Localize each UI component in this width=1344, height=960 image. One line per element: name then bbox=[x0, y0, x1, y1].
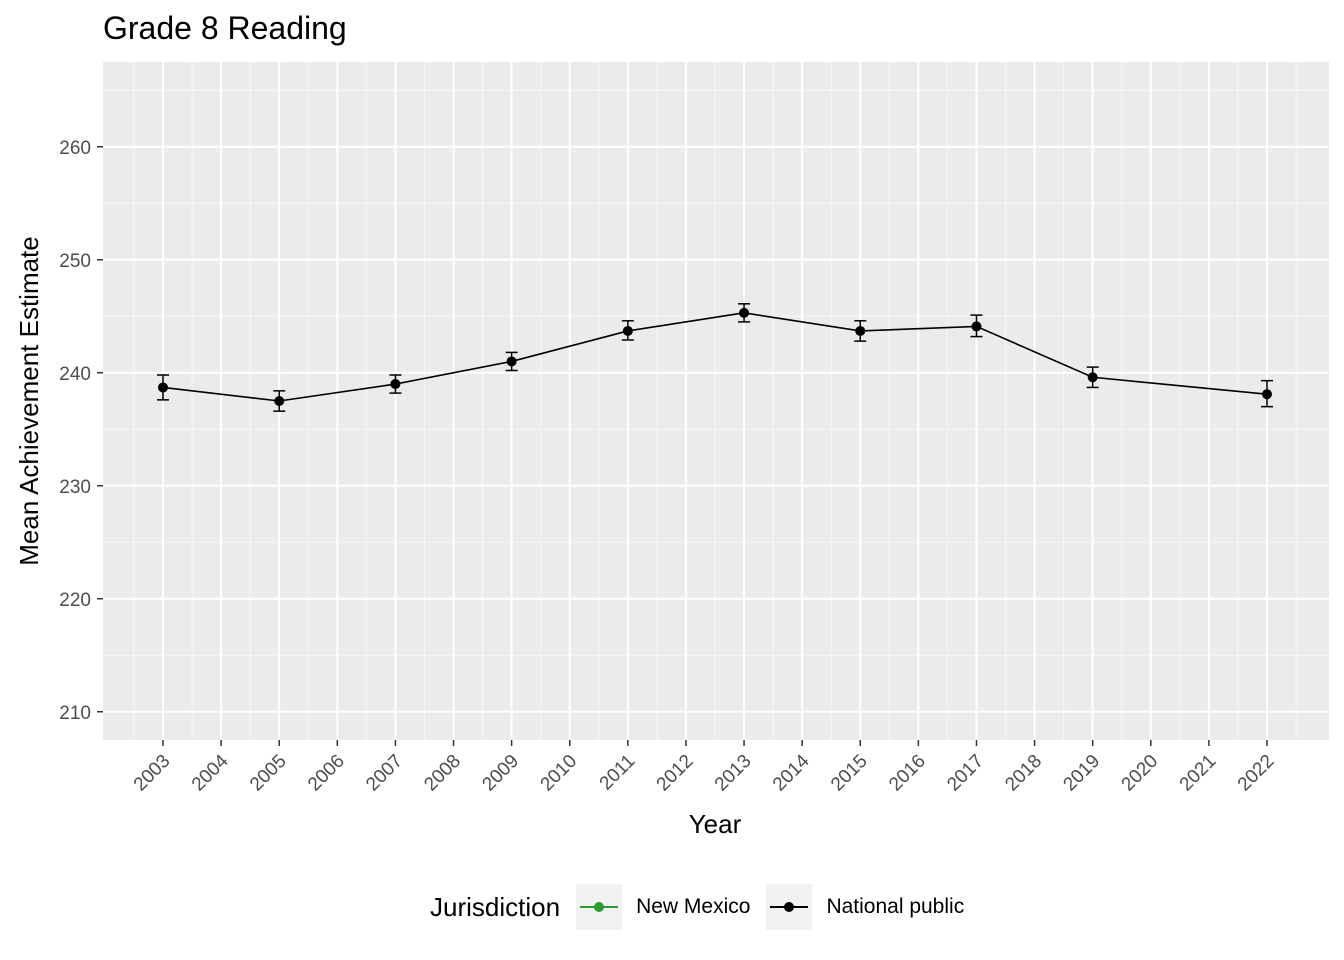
x-tick-label: 2018 bbox=[1001, 751, 1046, 796]
legend-key-new-mexico bbox=[576, 884, 623, 930]
panel-background bbox=[103, 62, 1329, 740]
series-layer bbox=[157, 303, 1273, 412]
y-tick-label: 210 bbox=[59, 703, 91, 724]
legend-label-new-mexico: New Mexico bbox=[636, 895, 751, 918]
y-tick-label: 240 bbox=[59, 364, 91, 385]
x-tick-label: 2011 bbox=[596, 751, 640, 795]
data-point bbox=[506, 356, 517, 367]
x-tick-label: 2004 bbox=[188, 750, 233, 795]
chart-title: Grade 8 Reading bbox=[103, 10, 347, 46]
y-tick-label: 250 bbox=[59, 251, 91, 272]
data-point bbox=[390, 379, 401, 390]
x-tick-label: 2003 bbox=[130, 751, 175, 796]
x-tick-label: 2005 bbox=[246, 751, 291, 796]
y-axis-title: Mean Achievement Estimate bbox=[14, 236, 44, 566]
x-tick-label: 2009 bbox=[478, 751, 523, 796]
x-axis-title: Year bbox=[689, 809, 742, 839]
x-tick-label: 2016 bbox=[885, 751, 930, 796]
data-point bbox=[739, 307, 750, 318]
y-tick-label: 260 bbox=[59, 138, 91, 159]
legend-title: Jurisdiction bbox=[430, 891, 561, 922]
data-point bbox=[1262, 389, 1272, 400]
x-tick-label: 2021 bbox=[1176, 751, 1221, 796]
x-tick-label: 2014 bbox=[769, 750, 814, 795]
x-tick-label: 2007 bbox=[362, 751, 407, 796]
data-point bbox=[622, 325, 633, 336]
legend: Jurisdiction New Mexico National public bbox=[430, 884, 980, 930]
series-line-national-public bbox=[162, 312, 1268, 402]
legend-dot-new-mexico bbox=[594, 902, 605, 912]
x-tick-label: 2010 bbox=[537, 751, 582, 796]
x-tick-label: 2008 bbox=[420, 751, 465, 796]
x-tick-label: 2013 bbox=[711, 751, 756, 796]
data-point bbox=[158, 382, 168, 393]
y-tick-label: 230 bbox=[59, 477, 91, 498]
x-tick-label: 2015 bbox=[827, 751, 872, 796]
data-point bbox=[274, 396, 285, 406]
grid-layer bbox=[103, 62, 1329, 740]
x-tick-label: 2019 bbox=[1059, 751, 1104, 796]
legend-label-national-public: National public bbox=[826, 895, 965, 918]
x-tick-label: 2012 bbox=[653, 751, 698, 796]
data-point bbox=[1087, 372, 1098, 383]
x-tick-label: 2017 bbox=[943, 751, 988, 796]
legend-dot-national-public bbox=[784, 902, 795, 912]
x-tick-label: 2006 bbox=[304, 751, 349, 796]
y-tick-label: 220 bbox=[59, 590, 91, 611]
data-point bbox=[855, 325, 866, 336]
legend-key-national-public bbox=[766, 884, 813, 930]
data-point bbox=[971, 321, 982, 332]
x-tick-label: 2022 bbox=[1234, 751, 1279, 796]
x-tick-label: 2020 bbox=[1118, 751, 1163, 796]
